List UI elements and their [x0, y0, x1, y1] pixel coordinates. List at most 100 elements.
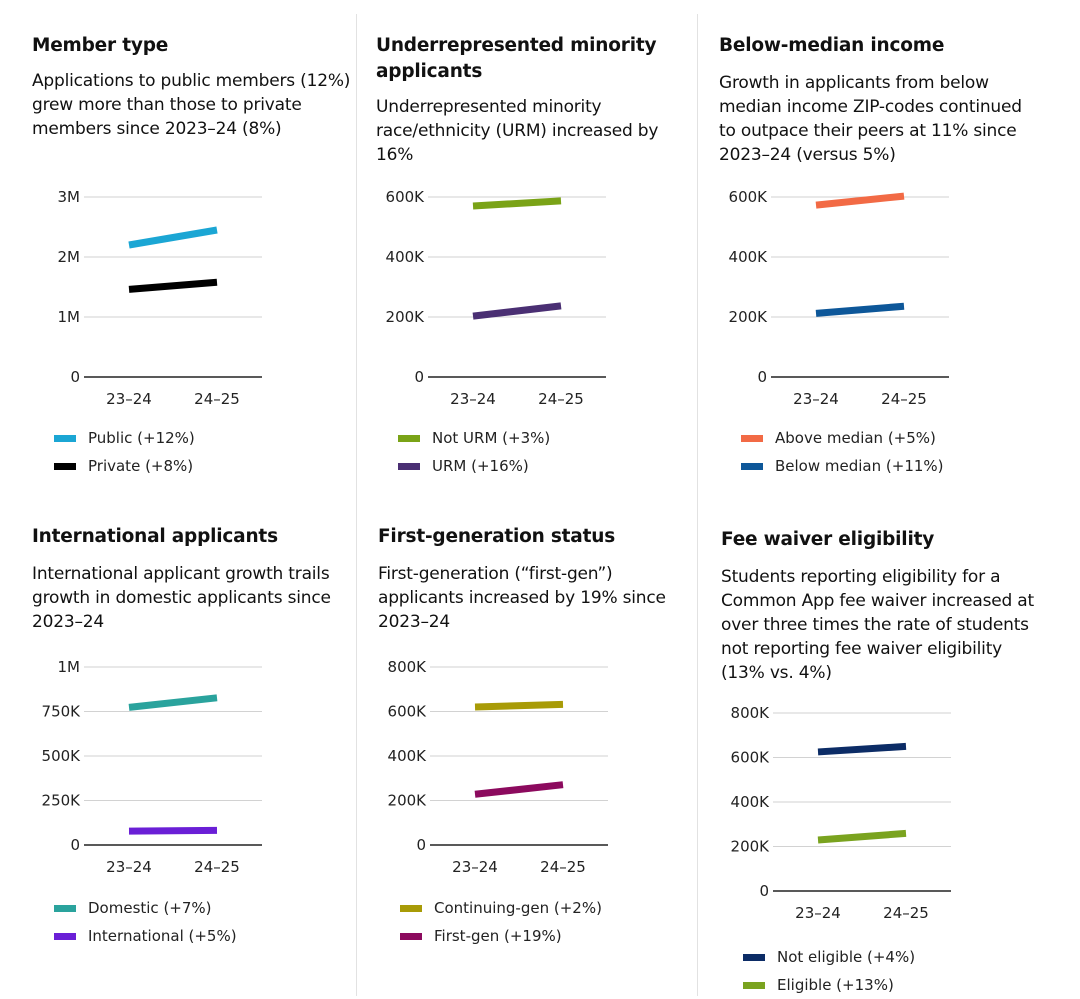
- column-divider-2: [697, 14, 698, 996]
- x-tick-label: 24–25: [194, 858, 240, 876]
- legend-item: Not URM (+3%): [398, 424, 550, 452]
- series-line: [472, 302, 562, 320]
- chart-international: 0 250K 500K 750K 1M 23–24 24–25: [42, 658, 262, 876]
- panel-description: Students reporting eligibility for a Com…: [721, 567, 1034, 683]
- legend-item: Above median (+5%): [741, 424, 944, 452]
- x-tick-label: 23–24: [106, 858, 152, 876]
- legend-item: Continuing-gen (+2%): [400, 894, 602, 922]
- y-tick-label: 600K: [388, 703, 428, 721]
- legend-label: URM (+16%): [432, 457, 529, 475]
- legend-swatch: [54, 904, 76, 912]
- y-tick-label: 400K: [731, 793, 771, 811]
- y-tick-label: 0: [759, 882, 769, 900]
- y-tick-label: 400K: [386, 248, 426, 266]
- legend-swatch: [400, 904, 422, 912]
- legend-swatch: [54, 462, 76, 470]
- chart-member-type: 0 1M 2M 3M 23–24 24–25: [58, 188, 262, 408]
- y-tick-label: 400K: [388, 747, 428, 765]
- y-tick-label: 200K: [729, 308, 769, 326]
- legend-label: Continuing-gen (+2%): [434, 899, 602, 917]
- y-tick-label: 0: [70, 368, 80, 386]
- y-tick-label: 800K: [731, 704, 771, 722]
- series-line: [817, 829, 907, 844]
- panel-title: Underrepresented minority applicants: [376, 35, 657, 82]
- x-tick-label: 23–24: [793, 390, 839, 408]
- series-line: [128, 826, 218, 835]
- x-tick-label: 24–25: [538, 390, 584, 408]
- legend-item: URM (+16%): [398, 452, 550, 480]
- legend-label: Eligible (+13%): [777, 976, 894, 994]
- chart-fee-waiver: 0 200K 400K 600K 800K 23–24 24–25: [731, 704, 951, 922]
- y-tick-label: 2M: [58, 248, 81, 266]
- legend-first-gen: Continuing-gen (+2%) First-gen (+19%): [400, 894, 602, 950]
- panel-description: Growth in applicants from below median i…: [719, 73, 1022, 165]
- legend-label: Above median (+5%): [775, 429, 936, 447]
- legend-label: International (+5%): [88, 927, 237, 945]
- legend-income: Above median (+5%) Below median (+11%): [741, 424, 944, 480]
- panel-title: Below-median income: [719, 35, 945, 56]
- y-tick-label: 800K: [388, 658, 428, 676]
- y-tick-label: 3M: [58, 188, 81, 206]
- series-line: [472, 197, 562, 210]
- x-tick-label: 24–25: [883, 904, 929, 922]
- panel-description: International applicant growth trails gr…: [32, 564, 331, 632]
- legend-swatch: [743, 953, 765, 961]
- legend-item: Below median (+11%): [741, 452, 944, 480]
- y-tick-label: 600K: [731, 749, 771, 767]
- legend-item: Private (+8%): [54, 452, 195, 480]
- legend-label: Not URM (+3%): [432, 429, 551, 447]
- legend-swatch: [54, 434, 76, 442]
- legend-label: Below median (+11%): [775, 457, 944, 475]
- legend-swatch: [398, 434, 420, 442]
- series-line: [128, 278, 218, 293]
- legend-swatch: [743, 981, 765, 989]
- legend-swatch: [741, 434, 763, 442]
- legend-item: First-gen (+19%): [400, 922, 602, 950]
- panel-description: Underrepresented minority race/ethnicity…: [376, 97, 659, 165]
- legend-item: Not eligible (+4%): [743, 943, 915, 971]
- legend-urm: Not URM (+3%) URM (+16%): [398, 424, 550, 480]
- y-tick-label: 1M: [58, 308, 81, 326]
- series-line: [128, 694, 218, 711]
- series-line: [815, 192, 905, 209]
- legend-label: Domestic (+7%): [88, 899, 212, 917]
- y-tick-label: 600K: [386, 188, 426, 206]
- y-tick-label: 600K: [729, 188, 769, 206]
- y-tick-label: 200K: [731, 838, 771, 856]
- legend-swatch: [54, 932, 76, 940]
- panel-description: First-generation (“first-gen”) applicant…: [378, 564, 666, 632]
- legend-item: Eligible (+13%): [743, 971, 915, 999]
- y-tick-label: 200K: [386, 308, 426, 326]
- panel-title: Fee waiver eligibility: [721, 529, 935, 550]
- x-tick-label: 23–24: [795, 904, 841, 922]
- y-tick-label: 200K: [388, 792, 428, 810]
- legend-member-type: Public (+12%) Private (+8%): [54, 424, 195, 480]
- legend-swatch: [741, 462, 763, 470]
- series-line: [817, 742, 907, 756]
- chart-urm: 0 200K 400K 600K 23–24 24–25: [386, 188, 606, 408]
- legend-item: Domestic (+7%): [54, 894, 237, 922]
- y-tick-label: 1M: [58, 658, 81, 676]
- column-divider-1: [356, 14, 357, 996]
- panel-title: International applicants: [32, 526, 278, 547]
- legend-label: First-gen (+19%): [434, 927, 562, 945]
- x-tick-label: 23–24: [452, 858, 498, 876]
- y-tick-label: 0: [757, 368, 767, 386]
- legend-label: Not eligible (+4%): [777, 948, 916, 966]
- legend-international: Domestic (+7%) International (+5%): [54, 894, 237, 950]
- x-tick-label: 24–25: [194, 390, 240, 408]
- y-tick-label: 250K: [42, 792, 82, 810]
- panel-title: Member type: [32, 35, 169, 56]
- x-tick-label: 23–24: [450, 390, 496, 408]
- y-tick-label: 750K: [42, 703, 82, 721]
- y-tick-label: 0: [416, 836, 426, 854]
- legend-label: Private (+8%): [88, 457, 194, 475]
- panel-description: Applications to public members (12%) gre…: [32, 71, 351, 139]
- series-line: [128, 226, 218, 249]
- series-line: [815, 302, 905, 317]
- series-line: [474, 781, 564, 798]
- y-tick-label: 0: [70, 836, 80, 854]
- legend-swatch: [398, 462, 420, 470]
- chart-first-gen: 0 200K 400K 600K 800K 23–24 24–25: [388, 658, 608, 876]
- x-tick-label: 23–24: [106, 390, 152, 408]
